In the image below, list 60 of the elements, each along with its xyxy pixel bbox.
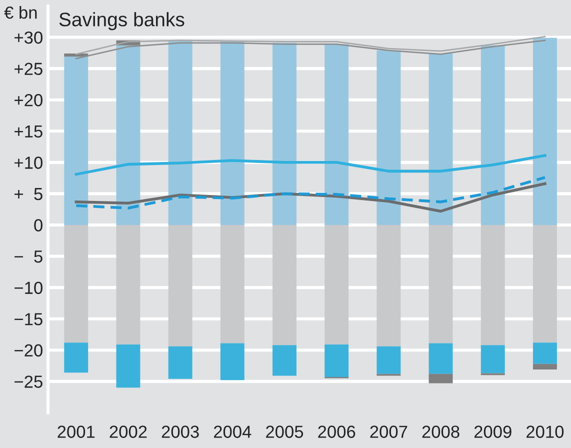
bar: [324, 224, 349, 344]
bar: [272, 345, 296, 376]
line-series: [74, 176, 546, 210]
x-tick-label: 2008: [422, 426, 460, 438]
bar: [64, 342, 88, 373]
bar: [376, 50, 401, 225]
x-tick-label: 2004: [214, 426, 252, 438]
bar: [220, 343, 244, 380]
bar: [64, 56, 88, 225]
bar: [428, 343, 453, 374]
y-tick-label: +15: [14, 125, 42, 138]
bar: [220, 42, 244, 225]
bar: [428, 54, 453, 225]
y-axis-title: € bn: [4, 6, 37, 19]
bar: [168, 224, 192, 346]
x-tick-label: 2006: [318, 426, 356, 438]
x-tick-label: 2009: [474, 426, 512, 438]
line-series: [74, 154, 546, 176]
bar: [272, 224, 296, 346]
bar: [376, 224, 401, 346]
bar: [116, 45, 140, 225]
x-tick-label: 2003: [162, 426, 199, 438]
bar: [168, 41, 192, 225]
x-tick-label: 2001: [58, 426, 95, 438]
y-tick-label: + 5: [14, 188, 42, 200]
x-tick-label: 2010: [526, 426, 564, 438]
bar: [116, 224, 140, 344]
bar: [324, 44, 349, 225]
line-series: [75, 40, 546, 60]
bar: [480, 45, 505, 225]
bar: [480, 345, 505, 374]
bar: [116, 344, 140, 388]
y-tick-label: +25: [14, 62, 42, 76]
line-series: [75, 36, 546, 55]
y-tick-label: −15: [14, 313, 42, 326]
bar: [168, 346, 192, 379]
bar: [376, 346, 401, 374]
bar: [532, 224, 557, 343]
y-tick-label: −10: [14, 282, 42, 294]
bar: [480, 224, 505, 346]
bar: [324, 344, 349, 378]
bar: [428, 374, 453, 384]
y-tick-label: 0: [34, 219, 42, 232]
bar: [64, 224, 88, 343]
bar: [532, 342, 557, 364]
y-tick-label: −25: [14, 376, 42, 388]
chart-title: Savings banks: [59, 12, 184, 30]
y-tick-label: − 5: [14, 250, 42, 263]
bar: [220, 224, 244, 344]
bar: [532, 38, 557, 225]
bar: [272, 42, 296, 225]
y-tick-label: +30: [14, 31, 42, 44]
y-tick-label: +10: [14, 156, 42, 169]
bar: [532, 364, 557, 370]
y-tick-label: +20: [14, 94, 42, 106]
bar: [428, 224, 453, 344]
y-tick-label: −20: [14, 344, 42, 357]
x-tick-label: 2007: [370, 426, 408, 438]
x-tick-label: 2002: [110, 426, 147, 438]
x-tick-label: 2005: [266, 426, 304, 438]
